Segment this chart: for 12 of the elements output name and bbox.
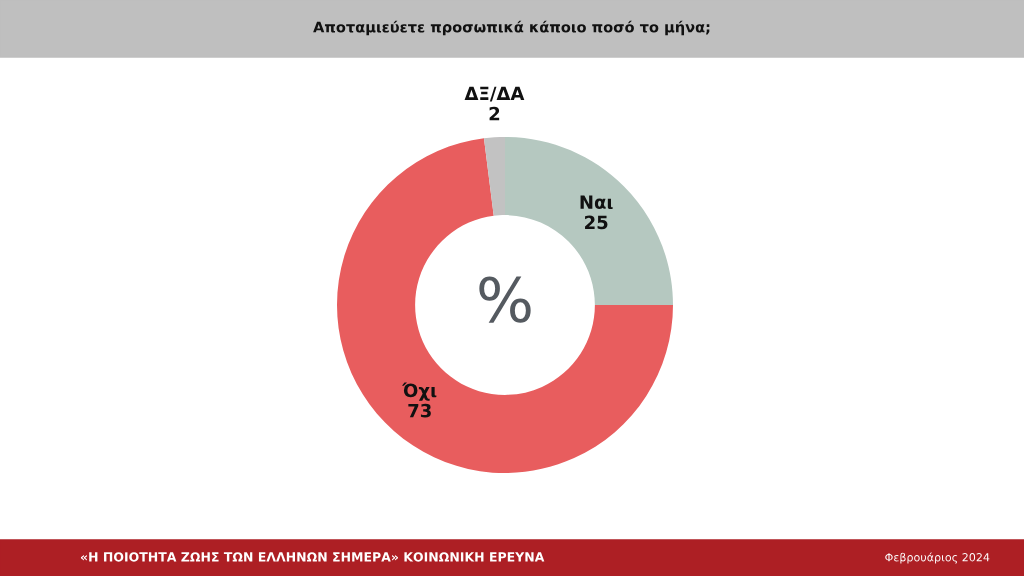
text: % bbox=[479, 276, 531, 323]
donut-slice bbox=[483, 137, 505, 216]
data-label: 25 bbox=[585, 215, 608, 230]
slice-label: Όχι bbox=[402, 382, 437, 401]
donut-slice bbox=[337, 138, 673, 473]
data-label: 73 bbox=[408, 403, 431, 418]
text: «Η ΠΟΙΟΤΗΤΑ ΖΩΗΣ ΤΩΝ ΕΛΛΗΝΩΝ ΣΗΜΕΡΑ» ΚΟΙΝΩΝΙΚΗ ΕΡΕΥΝΑ bbox=[80, 552, 545, 562]
text: Φεβρουάριος 2024 bbox=[885, 552, 990, 564]
slice-label: Ναι bbox=[580, 195, 613, 210]
slice-label: ΔΞ/ΔΑ bbox=[464, 86, 525, 102]
chart-title: Αποταμιεύετε προσωπικά κάποιο ποσό το μήνα; bbox=[313, 20, 710, 36]
data-label: 2 bbox=[489, 106, 500, 121]
